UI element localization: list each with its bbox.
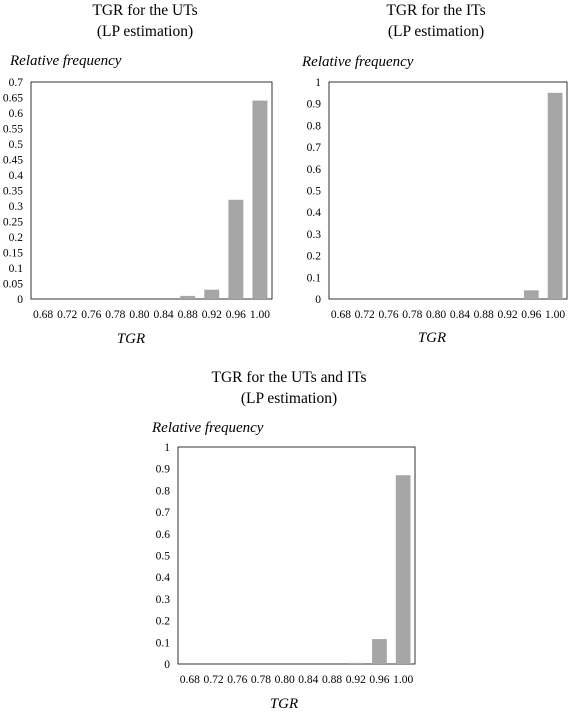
bar bbox=[252, 100, 268, 299]
x-tick-label: 0.84 bbox=[298, 674, 318, 686]
x-tick-label: 0.92 bbox=[346, 674, 366, 686]
plot-area: 0 0.05 0.1 0.15 0.2 0.25 0.3 0.35 0.4 0.45 0.5 0.55… bbox=[3, 77, 273, 321]
chart-title-line-1: TGR for the UTs and ITs bbox=[212, 369, 367, 386]
chart-uts: TGR for the UTs (LP estimation) Relative… bbox=[3, 2, 273, 347]
y-tick-label: 0.15 bbox=[3, 248, 23, 260]
y-tick-label: 0.7 bbox=[156, 507, 171, 519]
y-tick-label: 0.4 bbox=[9, 170, 24, 182]
x-tick-label: 0.68 bbox=[331, 309, 351, 321]
chart-title-line-2: (LP estimation) bbox=[388, 23, 484, 40]
x-axis-label: TGR bbox=[117, 331, 145, 347]
x-tick-label: 0.76 bbox=[81, 309, 101, 321]
x-tick-label: 0.76 bbox=[378, 309, 398, 321]
plot-area: 00.10.20.30.40.50.60.70.80.910.68 0.72 0.7… bbox=[307, 77, 568, 321]
y-tick-label: 0.8 bbox=[307, 120, 322, 132]
y-tick-label: 0.6 bbox=[9, 108, 24, 120]
x-tick-label: 0.78 bbox=[251, 674, 271, 686]
x-tick-label: 0.80 bbox=[275, 674, 295, 686]
y-tick-label: 0 bbox=[17, 294, 23, 306]
y-tick-label: 0.3 bbox=[156, 594, 171, 606]
y-tick-label: 0.65 bbox=[3, 93, 23, 105]
x-tick-label: 1.00 bbox=[393, 674, 413, 686]
y-tick-label: 0.9 bbox=[307, 99, 322, 111]
chart-title-line-1: TGR for the UTs bbox=[92, 2, 197, 19]
x-tick-label: 0.76 bbox=[227, 674, 247, 686]
x-tick-label: 0.88 bbox=[322, 674, 342, 686]
y-tick-label: 0.6 bbox=[156, 529, 171, 541]
y-tick-label: 0.05 bbox=[3, 279, 23, 291]
x-tick-label: 0.96 bbox=[226, 309, 246, 321]
x-tick-label: 0.72 bbox=[355, 309, 375, 321]
chart-title-line-1: TGR for the ITs bbox=[386, 2, 485, 19]
y-tick-label: 0.5 bbox=[307, 186, 322, 198]
y-axis-label: Relative frequency bbox=[151, 420, 264, 436]
x-tick-label: 0.92 bbox=[202, 309, 222, 321]
x-tick-label: 0.80 bbox=[129, 309, 149, 321]
y-tick-label: 0 bbox=[164, 659, 170, 671]
chart-its: TGR for the ITs (LP estimation) Relative… bbox=[301, 2, 568, 346]
y-tick-label: 0.55 bbox=[3, 124, 23, 136]
y-tick-label: 0.5 bbox=[156, 551, 171, 563]
x-tick-label: 0.68 bbox=[180, 674, 200, 686]
x-tick-label: 0.72 bbox=[57, 309, 77, 321]
x-tick-label: 0.78 bbox=[402, 309, 422, 321]
x-tick-label: 0.68 bbox=[33, 309, 53, 321]
y-tick-label: 0.2 bbox=[156, 616, 171, 628]
bar bbox=[348, 662, 364, 664]
bar bbox=[180, 295, 196, 299]
y-tick-label: 0.45 bbox=[3, 155, 23, 167]
y-tick-label: 0.3 bbox=[307, 229, 322, 241]
bar bbox=[228, 199, 244, 299]
plot-area: 0 0.1 0.2 0.3 0.4 0.5 0.6 0.7 0.8 0.9 1 0.68 0.72 0.7… bbox=[156, 442, 416, 686]
y-tick-label: 0.2 bbox=[307, 251, 322, 263]
x-axis-label: TGR bbox=[418, 330, 446, 346]
x-axis-label: TGR bbox=[270, 696, 298, 712]
bar bbox=[547, 92, 563, 299]
y-tick-label: 0.4 bbox=[307, 207, 322, 219]
y-tick-label: 0 bbox=[315, 294, 321, 306]
y-tick-label: 0.7 bbox=[9, 77, 24, 89]
x-tick-label: 0.96 bbox=[521, 309, 541, 321]
y-tick-label: 0.2 bbox=[9, 232, 24, 244]
y-tick-label: 0.1 bbox=[156, 637, 171, 649]
plot-frame bbox=[30, 81, 273, 300]
bar bbox=[395, 475, 411, 664]
y-tick-label: 1 bbox=[315, 77, 321, 89]
bar bbox=[372, 639, 387, 664]
x-tick-label: 0.92 bbox=[497, 309, 517, 321]
chart-title-line-2: (LP estimation) bbox=[241, 390, 337, 407]
x-tick-label: 1.00 bbox=[250, 309, 270, 321]
x-tick-label: 0.84 bbox=[153, 309, 173, 321]
x-tick-label: 0.88 bbox=[178, 309, 198, 321]
y-tick-label: 0.1 bbox=[307, 272, 322, 284]
bar bbox=[523, 290, 539, 299]
chart-uts-and-its: TGR for the UTs and ITs (LP estimation) … bbox=[151, 369, 416, 712]
x-tick-label: 0.84 bbox=[450, 309, 470, 321]
y-tick-label: 0.4 bbox=[156, 572, 171, 584]
x-tick-label: 0.80 bbox=[426, 309, 446, 321]
y-tick-label: 0.1 bbox=[9, 263, 24, 275]
x-tick-label: 0.88 bbox=[474, 309, 494, 321]
y-tick-label: 0.5 bbox=[9, 139, 24, 151]
y-tick-label: 0.35 bbox=[3, 186, 23, 198]
y-tick-label: 0.8 bbox=[156, 485, 171, 497]
y-tick-label: 0.9 bbox=[156, 464, 171, 476]
chart-title-line-2: (LP estimation) bbox=[97, 23, 193, 40]
plot-frame bbox=[177, 446, 416, 665]
y-tick-label: 0.25 bbox=[3, 217, 23, 229]
x-tick-label: 0.96 bbox=[369, 674, 389, 686]
bar bbox=[204, 289, 220, 299]
x-tick-label: 0.72 bbox=[203, 674, 223, 686]
x-tick-label: 1.00 bbox=[545, 309, 565, 321]
y-axis-label: Relative frequency bbox=[301, 54, 414, 70]
y-tick-label: 0.6 bbox=[307, 164, 322, 176]
y-tick-label: 1 bbox=[164, 442, 170, 454]
x-tick-label: 0.78 bbox=[105, 309, 125, 321]
plot-frame bbox=[328, 81, 568, 300]
y-tick-label: 0.3 bbox=[9, 201, 24, 213]
y-tick-label: 0.7 bbox=[307, 142, 322, 154]
y-axis-label: Relative frequency bbox=[9, 53, 122, 69]
